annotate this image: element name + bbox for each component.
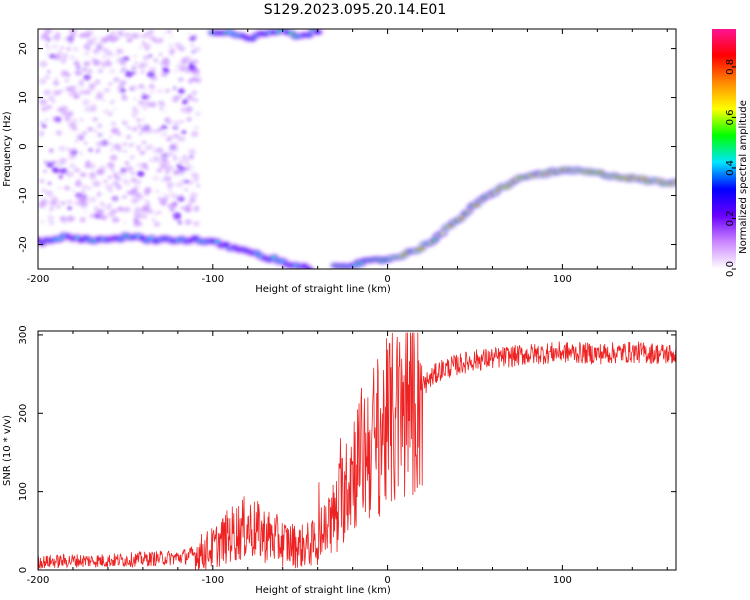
spectrogram-x-axis-label: Height of straight line (km) bbox=[255, 284, 391, 295]
spectrogram-x-tick-label: 100 bbox=[553, 274, 572, 285]
snr-x-tick-label: -100 bbox=[201, 575, 224, 586]
spectrogram-y-axis-label: Frequency (Hz) bbox=[2, 111, 13, 187]
colorbar-tick-label: 0.8 bbox=[725, 59, 736, 75]
spectrogram-x-tick-label: 0 bbox=[384, 274, 390, 285]
spectrogram-heatmap bbox=[38, 29, 676, 269]
spectrogram-y-tick-label: -10 bbox=[18, 187, 29, 203]
colorbar-tick-label: 0.2 bbox=[725, 211, 736, 227]
colorbar-tick-label: 0.4 bbox=[725, 160, 736, 176]
snr-y-tick-label: 0 bbox=[18, 567, 29, 573]
snr-y-axis-label: SNR (10 * v/v) bbox=[2, 415, 13, 486]
snr-plot: -200 -100 0 100 0 100 200 300 Height of straight… bbox=[2, 325, 677, 596]
snr-x-tick-label: -200 bbox=[27, 575, 50, 586]
spectrogram-x-tick-label: -100 bbox=[201, 274, 224, 285]
spectrogram-y-tick-label: 0 bbox=[18, 143, 29, 149]
snr-x-tick-label: 100 bbox=[553, 575, 572, 586]
snr-y-tick-label: 300 bbox=[18, 325, 29, 344]
spectrogram-y-tick-label: 20 bbox=[18, 42, 29, 55]
spectrogram-y-tick-label: 10 bbox=[18, 91, 29, 104]
snr-series-line bbox=[38, 332, 676, 570]
snr-x-axis-label: Height of straight line (km) bbox=[255, 585, 391, 596]
colorbar-label: Normalized spectral amplitude bbox=[738, 100, 749, 254]
snr-y-tick-label: 200 bbox=[18, 404, 29, 423]
colorbar-gradient bbox=[712, 29, 736, 269]
spectrogram-y-tick-label: -20 bbox=[18, 236, 29, 252]
spectrogram-x-tick-label: -200 bbox=[27, 274, 50, 285]
chart-title: S129.2023.095.20.14.E01 bbox=[263, 2, 447, 18]
colorbar: 0.0 0.2 0.4 0.6 0.8 Normalized spectral ampli… bbox=[712, 29, 749, 277]
snr-x-tick-label: 0 bbox=[384, 575, 390, 586]
snr-y-tick-label: 100 bbox=[18, 482, 29, 501]
colorbar-tick-label: 0.0 bbox=[725, 261, 736, 277]
colorbar-tick-label: 0.6 bbox=[725, 109, 736, 125]
